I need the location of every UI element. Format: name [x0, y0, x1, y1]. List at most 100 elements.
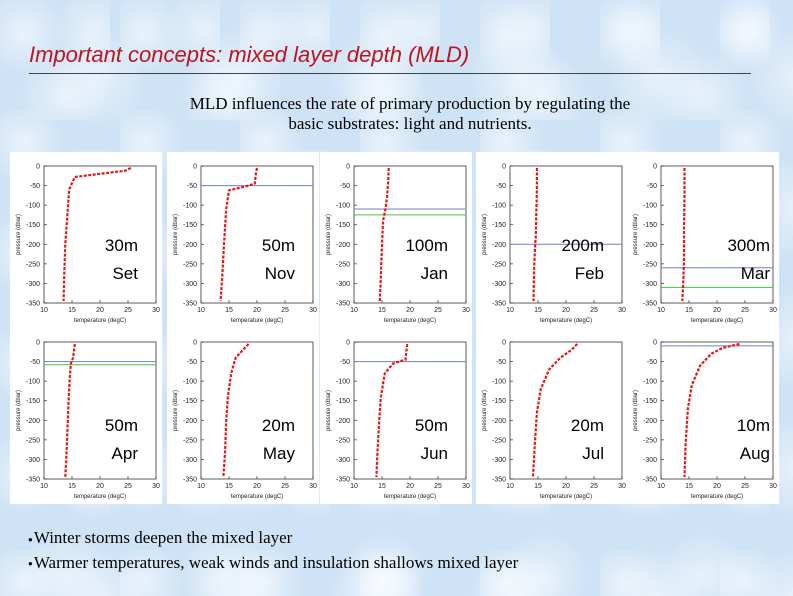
panel-label: 20m May: [262, 412, 295, 468]
y-tick-label: 0: [346, 164, 350, 171]
y-tick-label: -50: [647, 183, 657, 190]
x-axis-label: temperature (degC): [540, 318, 592, 324]
y-tick-label: -100: [336, 379, 350, 386]
temperature-profile-line: [64, 343, 76, 478]
x-tick-label: 30: [618, 307, 626, 314]
y-tick-label: -300: [643, 457, 657, 464]
plot-frame: [353, 165, 467, 304]
mld-value-label: 20m: [570, 416, 604, 435]
profile-panel: 0 -50 -100 -150 -200 -250 -300 -350 10 15 20 25 30 te…: [627, 328, 779, 504]
profile-panel: 0 -50 -100 -150 -200 -250 -300 -350 10 15 20 25 30 te…: [476, 152, 628, 328]
y-tick-label: 0: [502, 164, 506, 171]
y-tick-label: -200: [643, 418, 657, 425]
temperature-profile-line: [532, 168, 539, 302]
y-tick-label: -250: [26, 261, 40, 268]
y-tick-label: -250: [643, 437, 657, 444]
x-tick-label: 20: [713, 483, 721, 490]
y-tick-label: -300: [183, 457, 197, 464]
y-tick-label: -50: [30, 359, 40, 366]
temperature-profile-line: [378, 167, 390, 302]
x-tick-label: 20: [96, 307, 104, 314]
x-tick-label: 30: [309, 483, 317, 490]
x-tick-label: 15: [534, 307, 542, 314]
y-tick-label: 0: [346, 340, 350, 347]
panel-label: 50m Jun: [415, 412, 448, 468]
y-tick-label: -50: [187, 183, 197, 190]
x-tick-label: 25: [434, 483, 442, 490]
x-tick-label: 30: [309, 307, 317, 314]
subtitle-line-2: basic substrates: light and nutrients.: [288, 114, 532, 133]
y-tick-label: -100: [183, 203, 197, 210]
x-tick-label: 15: [68, 483, 76, 490]
x-tick-label: 10: [657, 307, 665, 314]
y-tick-label: -350: [336, 477, 350, 484]
x-tick-label: 10: [350, 307, 358, 314]
y-tick-label: -200: [492, 242, 506, 249]
x-tick-label: 25: [124, 307, 132, 314]
title-divider: [29, 73, 751, 74]
y-axis-label: pressure (dbar): [173, 214, 179, 255]
x-tick-label: 15: [685, 307, 693, 314]
y-tick-label: -50: [340, 359, 350, 366]
x-tick-label: 15: [225, 483, 233, 490]
panel-label: 50m Apr: [105, 412, 138, 468]
x-tick-label: 10: [197, 483, 205, 490]
x-tick-label: 10: [350, 483, 358, 490]
y-tick-label: -50: [647, 359, 657, 366]
month-label: Jan: [420, 264, 448, 283]
y-axis-label: pressure (dbar): [482, 214, 488, 255]
month-label: Apr: [111, 444, 138, 463]
panel-label: 10m Aug: [737, 412, 770, 468]
y-tick-label: -150: [183, 398, 197, 405]
y-tick-label: -100: [643, 203, 657, 210]
x-tick-label: 20: [562, 307, 570, 314]
y-tick-label: -150: [492, 398, 506, 405]
y-tick-label: 0: [653, 164, 657, 171]
x-tick-label: 25: [590, 483, 598, 490]
x-tick-label: 30: [152, 483, 160, 490]
plot-frame: [509, 341, 623, 480]
month-label: May: [262, 444, 295, 463]
x-axis-label: temperature (degC): [384, 494, 436, 500]
y-axis-label: pressure (dbar): [633, 390, 639, 431]
y-tick-label: -200: [336, 242, 350, 249]
plot-frame: [43, 341, 157, 480]
month-label: Set: [112, 264, 138, 283]
plot-frame: [353, 341, 467, 480]
y-tick-label: 0: [193, 164, 197, 171]
x-tick-label: 25: [124, 483, 132, 490]
y-tick-label: -100: [336, 203, 350, 210]
x-tick-label: 25: [281, 483, 289, 490]
mld-value-label: 300m: [727, 236, 770, 255]
slide-title: Important concepts: mixed layer depth (M…: [29, 42, 470, 67]
plot-frame: [200, 165, 314, 304]
x-axis-label: temperature (degC): [231, 318, 283, 324]
x-tick-label: 25: [590, 307, 598, 314]
y-tick-label: -150: [26, 222, 40, 229]
y-tick-label: -200: [26, 418, 40, 425]
x-axis-label: temperature (degC): [74, 318, 126, 324]
y-tick-label: -350: [26, 301, 40, 308]
y-tick-label: -200: [336, 418, 350, 425]
plot-frame: [43, 165, 157, 304]
mld-value-label: 100m: [405, 236, 448, 255]
profile-panel: 0 -50 -100 -150 -200 -250 -300 -350 10 15 20 25 30 te…: [10, 152, 162, 328]
bullet-item: ●Winter storms deepen the mixed layer: [28, 526, 518, 551]
profile-panel: 0 -50 -100 -150 -200 -250 -300 -350 10 15 20 25 30 te…: [320, 328, 472, 504]
y-tick-label: -250: [336, 437, 350, 444]
x-tick-label: 25: [434, 307, 442, 314]
y-axis-label: pressure (dbar): [326, 390, 332, 431]
y-tick-label: -50: [30, 183, 40, 190]
y-tick-label: -350: [183, 477, 197, 484]
x-tick-label: 15: [378, 483, 386, 490]
y-tick-label: -250: [183, 437, 197, 444]
x-tick-label: 10: [506, 307, 514, 314]
x-tick-label: 20: [713, 307, 721, 314]
temperature-profile-line: [62, 167, 132, 302]
y-tick-label: -200: [492, 418, 506, 425]
x-tick-label: 25: [281, 307, 289, 314]
